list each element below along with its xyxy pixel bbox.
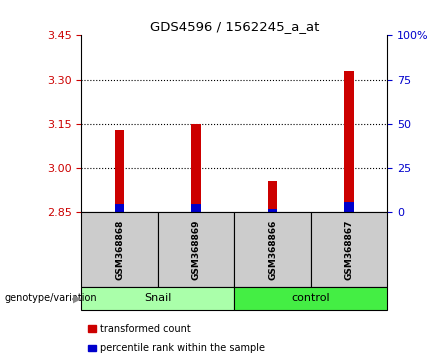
Text: GSM368868: GSM368868 — [115, 219, 124, 280]
Text: genotype/variation: genotype/variation — [4, 293, 97, 303]
Text: ▶: ▶ — [73, 293, 81, 303]
Bar — [268, 182, 277, 212]
Bar — [191, 124, 201, 212]
Bar — [115, 204, 124, 212]
Text: transformed count: transformed count — [100, 324, 191, 333]
Title: GDS4596 / 1562245_a_at: GDS4596 / 1562245_a_at — [150, 20, 319, 33]
Bar — [345, 71, 354, 212]
Bar — [345, 202, 354, 212]
Text: percentile rank within the sample: percentile rank within the sample — [100, 343, 265, 353]
Bar — [191, 204, 201, 212]
Text: control: control — [291, 293, 330, 303]
Text: GSM368869: GSM368869 — [191, 219, 201, 280]
Bar — [115, 130, 124, 212]
Bar — [268, 209, 277, 212]
Text: Snail: Snail — [144, 293, 172, 303]
Text: GSM368867: GSM368867 — [345, 219, 353, 280]
Text: GSM368866: GSM368866 — [268, 219, 277, 280]
